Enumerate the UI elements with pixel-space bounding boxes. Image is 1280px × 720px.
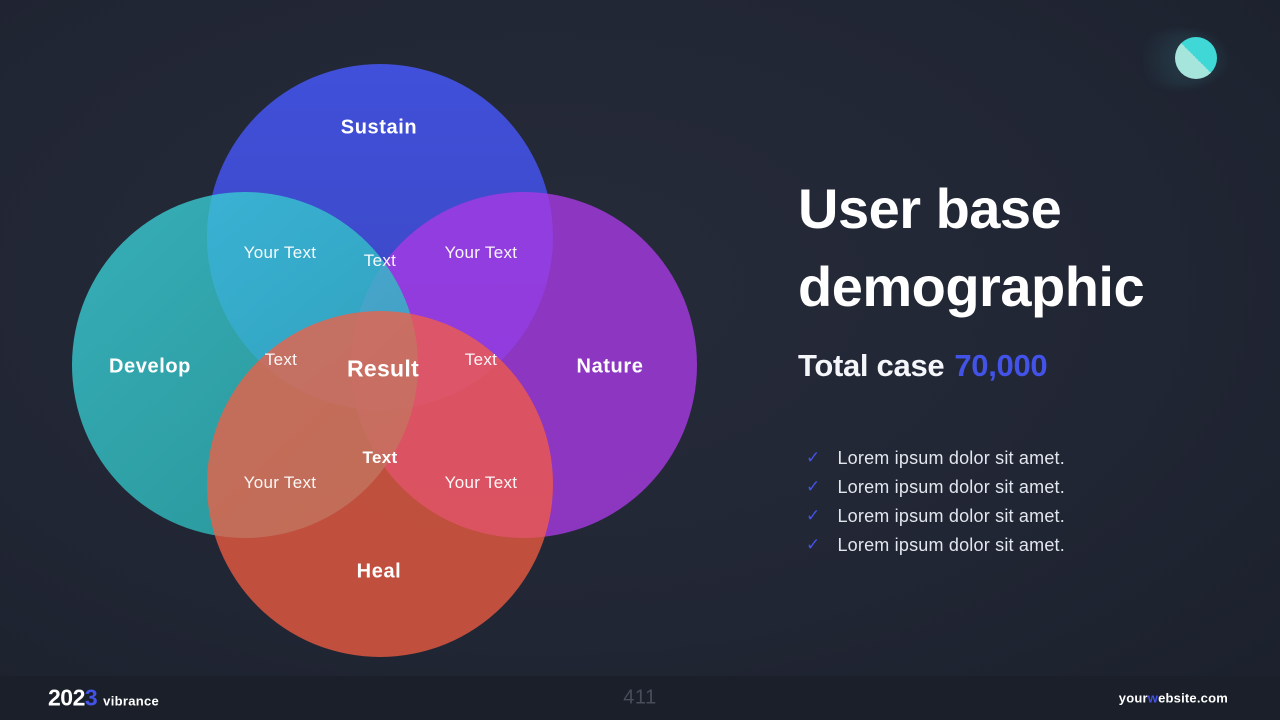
website-suffix: ebsite.com — [1158, 690, 1228, 706]
venn-intersection-label-bottom-left: Your Text — [243, 473, 317, 492]
venn-intersection-label-top-left: Your Text — [243, 243, 317, 262]
venn-label-sustain: Sustain — [340, 116, 418, 139]
venn-intersection-label-bottom-center: Text — [362, 448, 398, 467]
venn-intersection-label-bottom-right: Your Text — [444, 473, 518, 492]
page-title: User base demographic — [798, 170, 1238, 326]
brand-logo-icon — [1175, 37, 1217, 79]
footer-brand: 2023 vibrance — [48, 685, 159, 712]
total-case-stat: Total case 70,000 — [798, 348, 1048, 384]
venn-label-develop: Develop — [108, 355, 192, 378]
title-line-1: User base — [798, 177, 1062, 240]
footer-website: yourwebsite.com — [1119, 691, 1228, 706]
venn-intersection-label-mid-right: Text — [464, 350, 498, 369]
venn-intersection-label-top-center: Text — [363, 251, 397, 270]
list-item: ✓ Lorem ipsum dolor sit amet. — [806, 502, 1065, 531]
bullet-text: Lorem ipsum dolor sit amet. — [837, 535, 1065, 555]
venn-label-heal: Heal — [356, 560, 402, 583]
bullet-list: ✓ Lorem ipsum dolor sit amet. ✓ Lorem ip… — [806, 444, 1065, 560]
bullet-text: Lorem ipsum dolor sit amet. — [837, 506, 1065, 526]
list-item: ✓ Lorem ipsum dolor sit amet. — [806, 444, 1065, 473]
list-item: ✓ Lorem ipsum dolor sit amet. — [806, 473, 1065, 502]
bullet-text: Lorem ipsum dolor sit amet. — [837, 448, 1065, 468]
list-item: ✓ Lorem ipsum dolor sit amet. — [806, 531, 1065, 560]
venn-label-nature: Nature — [576, 355, 644, 378]
footer-bar: 2023 vibrance 411 yourwebsite.com — [0, 676, 1280, 720]
venn-center-result-label: Result — [346, 355, 420, 382]
venn-diagram: Sustain Develop Nature Heal Your Text Te… — [72, 64, 697, 657]
total-case-label: Total case — [798, 348, 945, 383]
website-prefix: your — [1118, 690, 1148, 706]
footer-year-prefix: 202 — [48, 684, 85, 711]
footer-brand-name: vibrance — [103, 693, 160, 709]
venn-intersection-label-top-right: Your Text — [444, 243, 518, 262]
check-icon: ✓ — [806, 476, 821, 496]
check-icon: ✓ — [806, 505, 821, 525]
title-line-2: demographic — [798, 255, 1145, 318]
check-icon: ✓ — [806, 447, 821, 467]
check-icon: ✓ — [806, 534, 821, 554]
venn-circle-heal — [207, 311, 553, 657]
venn-intersection-label-mid-left: Text — [264, 350, 298, 369]
footer-year-accent: 3 — [84, 684, 98, 711]
total-case-value: 70,000 — [954, 348, 1048, 383]
bullet-text: Lorem ipsum dolor sit amet. — [837, 477, 1065, 497]
footer-year: 2023 — [48, 684, 98, 712]
page-number: 411 — [623, 686, 657, 709]
website-accent: w — [1147, 690, 1159, 706]
